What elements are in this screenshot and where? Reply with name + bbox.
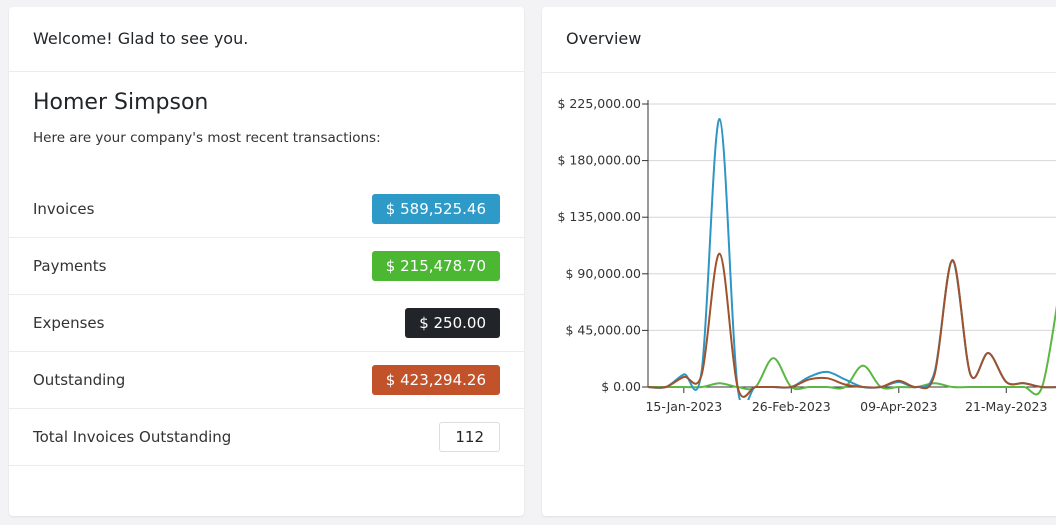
welcome-card: Welcome! Glad to see you. Homer Simpson … [9, 7, 524, 516]
y-tick-label: $ 90,000.00 [565, 266, 641, 281]
series-line [648, 252, 1056, 398]
intro-text: Here are your company's most recent tran… [33, 130, 381, 146]
amount-badge: $ 589,525.46 [371, 193, 500, 224]
x-tick-label: 09-Apr-2023 [860, 399, 937, 414]
row-label: Invoices [33, 199, 95, 218]
x-tick-label: 15-Jan-2023 [645, 399, 722, 414]
x-tick-label: 26-Feb-2023 [752, 399, 831, 414]
row-label: Expenses [33, 313, 105, 332]
divider [9, 71, 524, 72]
user-name: Homer Simpson [33, 90, 209, 115]
y-tick-label: $ 45,000.00 [565, 322, 641, 337]
y-tick-label: $ 135,000.00 [558, 209, 642, 224]
chart: $ 0.00 $ 45,000.00 $ 90,000.00 $ 135,000.00… [558, 96, 1056, 414]
series-line [648, 305, 1056, 396]
overview-card: Overview [542, 7, 1056, 516]
divider [542, 72, 1056, 73]
transaction-row: Payments $ 215,478.70 [9, 237, 524, 295]
row-label: Total Invoices Outstanding [33, 427, 232, 446]
series-line [648, 118, 1056, 400]
amount-badge: $ 215,478.70 [371, 250, 500, 281]
transaction-row: Outstanding $ 423,294.26 [9, 351, 524, 409]
amount-badge: $ 423,294.26 [371, 364, 500, 395]
transaction-row: Expenses $ 250.00 [9, 294, 524, 352]
row-label: Outstanding [33, 370, 126, 389]
transaction-row: Invoices $ 589,525.46 [9, 180, 524, 238]
y-tick-label: $ 0.00 [601, 379, 641, 394]
y-tick-label: $ 225,000.00 [558, 96, 642, 111]
transaction-row: Total Invoices Outstanding 112 [9, 408, 524, 466]
card-header: Overview [566, 29, 642, 48]
card-header: Welcome! Glad to see you. [33, 29, 249, 48]
row-label: Payments [33, 256, 107, 275]
y-tick-label: $ 180,000.00 [558, 153, 642, 168]
amount-badge: $ 250.00 [405, 307, 500, 338]
count-box: 112 [439, 421, 500, 452]
plot-area [648, 118, 1056, 400]
x-tick-label: 21-May-2023 [965, 399, 1047, 414]
